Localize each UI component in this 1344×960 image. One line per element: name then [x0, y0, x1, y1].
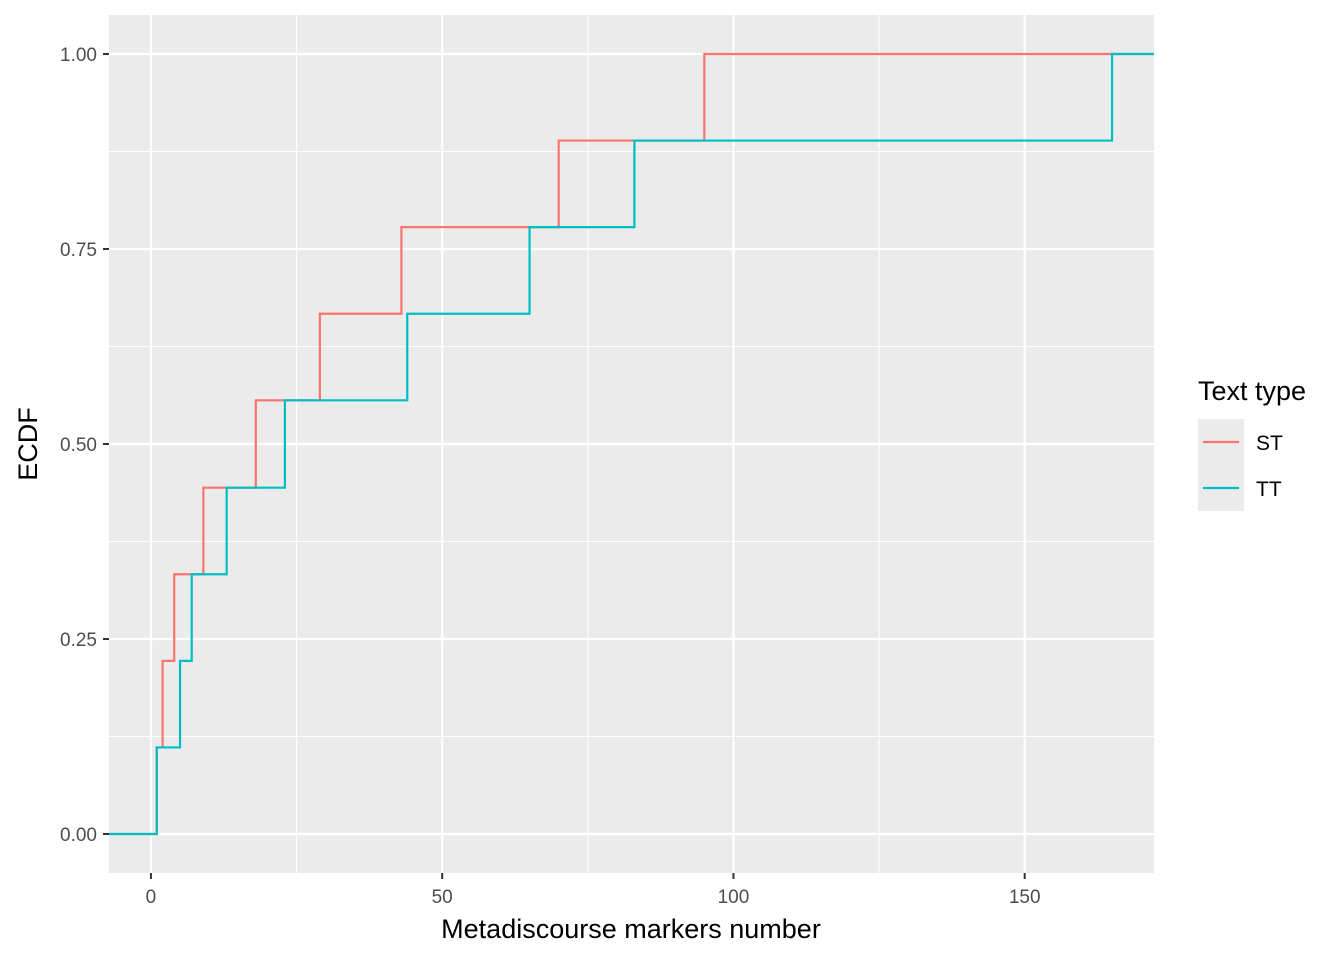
y-tick-label: 0.00	[60, 825, 97, 846]
series-line-tt	[109, 52, 1154, 836]
x-axis: 0 50 100 150	[146, 873, 1041, 908]
y-tick-label: 0.50	[60, 435, 97, 456]
legend-label-st: ST	[1256, 432, 1283, 455]
x-tick-label: 0	[146, 887, 157, 908]
y-tick-label: 0.25	[60, 630, 97, 651]
legend-label-tt: TT	[1256, 478, 1282, 501]
y-tick-label: 1.00	[60, 45, 97, 66]
y-tick-label: 0.75	[60, 240, 97, 261]
legend-title: Text type	[1198, 376, 1306, 406]
series-line-st	[109, 52, 1154, 836]
x-tick-label: 150	[1009, 887, 1041, 908]
y-axis: 0.00 0.25 0.50 0.75 1.00	[60, 45, 109, 846]
y-axis-title: ECDF	[13, 407, 43, 481]
x-tick-label: 100	[718, 887, 750, 908]
legend: Text type ST TT	[1198, 376, 1306, 511]
series-lines	[109, 52, 1154, 836]
x-tick-label: 50	[432, 887, 453, 908]
x-axis-title: Metadiscourse markers number	[441, 914, 821, 944]
major-gridlines	[109, 15, 1154, 873]
